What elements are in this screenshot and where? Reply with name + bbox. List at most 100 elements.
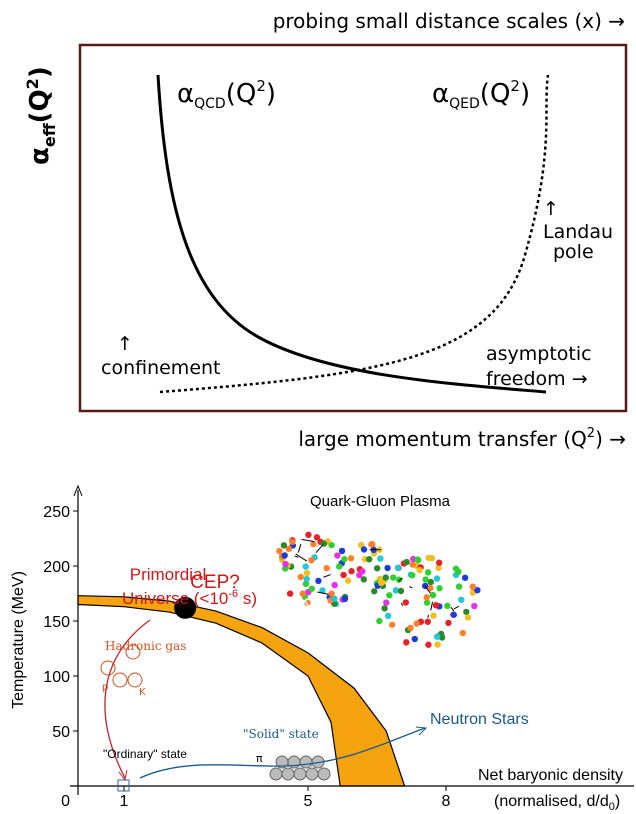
primordial-sup: -6 [228,588,238,600]
momentum-arrow [430,601,434,611]
nucleons [269,755,331,781]
qcd-label: αQCD(Q2) [177,77,276,112]
top-x-label: large momentum transfer (Q2) → [298,426,626,451]
y-label-arg: (Q [25,89,55,123]
qed-sub: QED [449,96,480,112]
quark [308,557,315,564]
momentum-arrow [294,555,299,558]
quark [433,575,441,582]
qed-arg: (Q [480,79,511,109]
quark [341,595,349,603]
quark [427,578,434,586]
quark [282,560,289,568]
x-label-sup: 2 [587,426,595,441]
x-axis-label: Net baryonic density [478,767,623,784]
hadron [100,660,116,676]
quark [377,555,384,562]
primordial-part: Universe (<10 [122,589,228,608]
quark [303,569,311,577]
quark [344,577,352,584]
quark [341,555,348,563]
primordial-part: s) [238,589,257,608]
quark [331,581,338,589]
quark [276,547,283,555]
x-label-end: ) → [595,427,626,451]
quark [338,547,346,555]
quark [310,541,317,548]
quark [389,574,397,581]
quark [280,542,288,549]
x-tick-label: 8 [442,793,451,810]
quark [302,580,310,588]
qed-label: αQED(Q2) [432,77,530,112]
quark [323,564,330,572]
qcd-curve [156,74,547,394]
quark [423,594,430,601]
landau-arrow: ↑ [543,198,559,220]
quark [430,612,437,619]
quark [474,586,481,594]
y-label-sub: eff [40,122,59,147]
quark [366,555,373,563]
p-label: p [102,682,108,693]
quark [425,554,432,561]
quark [386,592,393,599]
quark [382,574,389,581]
quark [444,602,451,610]
quark [334,552,341,559]
qcd-arg: (Q [226,79,257,109]
quark [432,602,440,609]
momentum-arrow [409,586,413,589]
qcd-sup: 2 [256,77,266,95]
quark [411,635,418,643]
quark [459,629,467,637]
neutron-star-arrow [139,727,426,779]
momentum-arrow [424,585,431,594]
quark [395,576,403,583]
momentum-arrow [453,605,459,610]
pi-label: π [256,752,263,765]
momentum-arrow [400,602,403,607]
quark [331,595,338,602]
asymptotic-text: freedom → [486,368,588,390]
qed-symbol: α [432,79,449,109]
confinement-text: confinement [101,357,221,379]
x-axis-label: (normalised, d/d0) [494,793,620,813]
hadronic-label: Hadronic gas [105,639,186,653]
confinement-arrow: ↑ [117,333,133,355]
quark [436,585,443,592]
quark [281,552,288,559]
quark [368,541,375,548]
quark [424,618,431,625]
quark [464,614,472,621]
quark [384,612,392,620]
momentum-arrow [301,538,315,543]
quark [286,590,294,597]
quark [397,587,405,595]
hadron [112,672,128,688]
arrow-head [415,726,428,736]
k-label: K [139,687,146,698]
qed-curve [159,74,550,394]
quark [424,569,432,576]
qcd-sub: QCD [194,96,226,112]
quark [319,587,326,594]
cooling-arrow [104,619,151,779]
primordial-label: Universe (<10-6 s) [122,588,257,608]
qed-sup: 2 [510,77,520,95]
quark [463,608,470,616]
ordinary-label: "Ordinary" state [103,747,187,761]
quark [340,571,347,579]
quark [435,564,442,572]
momentum-arrow [315,544,324,553]
quark [371,588,378,595]
quark [402,599,410,606]
x-label-part: ) [615,793,620,810]
quark [378,579,385,587]
y-tick-label: 200 [43,559,70,576]
y-tick-label: 150 [43,614,70,631]
quark [328,590,335,597]
quark [394,564,402,572]
quark [360,576,367,583]
y-label-symbol: α [25,147,55,165]
